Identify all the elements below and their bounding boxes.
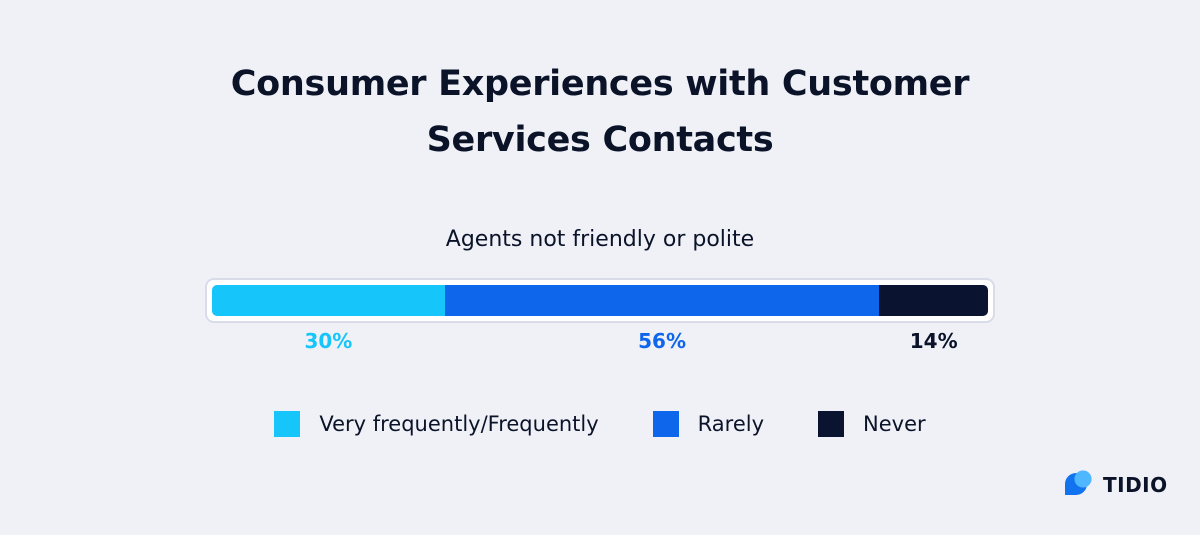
stacked-bar-frame bbox=[205, 278, 995, 323]
chart-title-line-2: Services Contacts bbox=[426, 120, 774, 160]
data-label-very-frequently-frequently: 30% bbox=[304, 329, 353, 353]
bar-segment-very-frequently-frequently bbox=[212, 285, 445, 316]
chart-legend: Very frequently/Frequently Rarely Never bbox=[0, 409, 1200, 439]
data-label-never: 14% bbox=[909, 329, 958, 353]
legend-label: Very frequently/Frequently bbox=[319, 412, 599, 436]
legend-swatch bbox=[818, 411, 845, 437]
stacked-bar bbox=[212, 285, 988, 316]
tidio-brand-label: TIDIO bbox=[1103, 473, 1168, 497]
tidio-logo-icon bbox=[1065, 470, 1092, 495]
legend-swatch bbox=[274, 411, 301, 437]
tidio-brand: TIDIO bbox=[1061, 468, 1168, 502]
legend-label: Never bbox=[863, 412, 926, 436]
bar-segment-never bbox=[879, 285, 988, 316]
legend-swatch bbox=[652, 411, 679, 437]
legend-item: Never bbox=[818, 409, 926, 439]
chart-title: Consumer Experiences with Customer Servi… bbox=[0, 56, 1200, 168]
legend-item: Rarely bbox=[652, 409, 765, 439]
data-label-rarely: 56% bbox=[638, 329, 687, 353]
chart-title-line-1: Consumer Experiences with Customer bbox=[230, 64, 970, 104]
legend-item: Very frequently/Frequently bbox=[274, 409, 599, 439]
bar-segment-rarely bbox=[444, 285, 880, 316]
legend-label: Rarely bbox=[697, 412, 765, 436]
chart-subtitle: Agents not friendly or polite bbox=[445, 227, 755, 252]
